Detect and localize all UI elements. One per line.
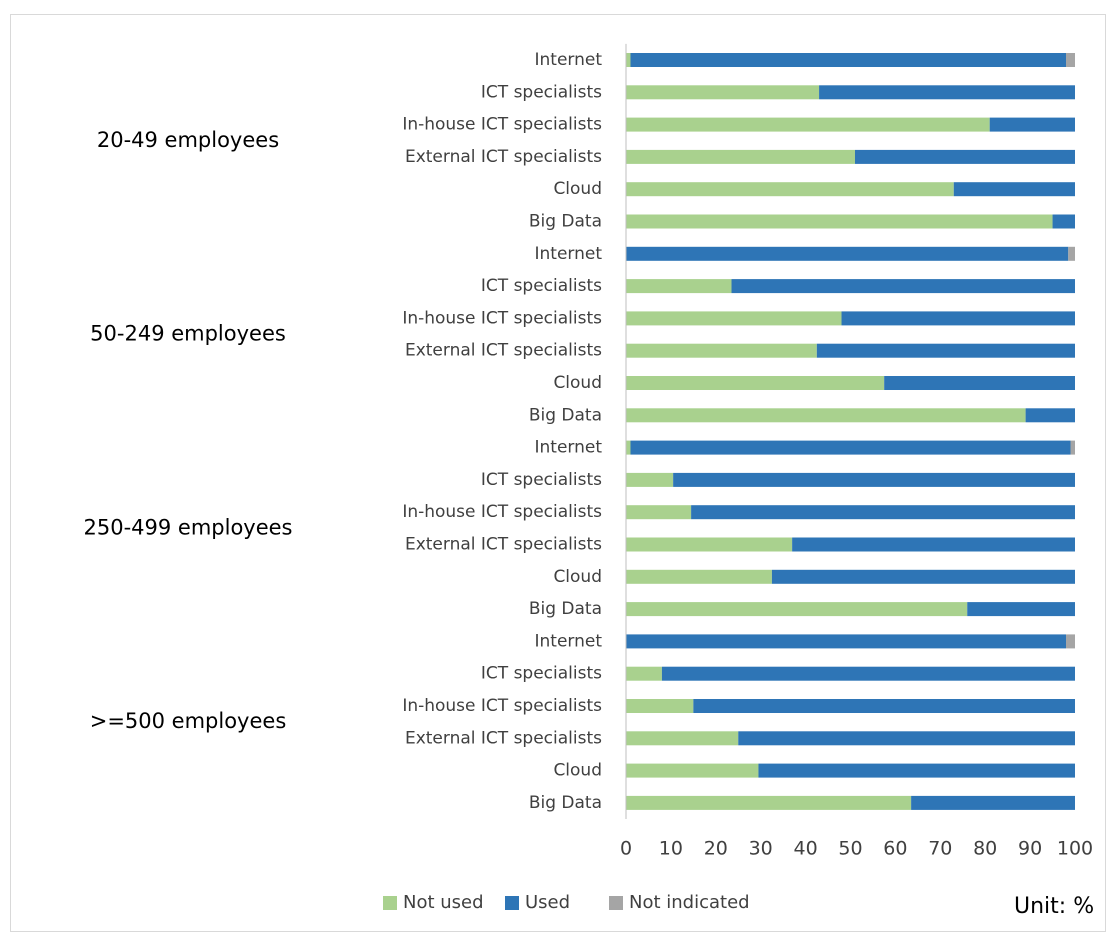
bar-segment-not-indicated [1066, 53, 1075, 67]
category-label: ICT specialists [481, 664, 602, 684]
category-label: In-house ICT specialists [402, 308, 602, 328]
bar-segment-not-used [626, 408, 1026, 423]
category-label: Internet [534, 244, 602, 264]
bar-segment-used [884, 376, 1075, 390]
category-label: Cloud [553, 373, 602, 393]
category-label: In-house ICT specialists [402, 696, 602, 716]
bar-segment-not-used [626, 279, 732, 294]
x-tick-label: 70 [928, 838, 952, 860]
category-label: Cloud [553, 179, 602, 199]
legend-swatch [609, 896, 623, 910]
bar-segment-not-used [626, 731, 739, 746]
legend-swatch [505, 896, 519, 910]
x-tick-label: 10 [659, 838, 683, 860]
x-tick-label: 80 [973, 838, 997, 860]
bar-segment-used [1052, 214, 1075, 229]
category-label: Big Data [529, 212, 602, 232]
bar-segment-not-used [626, 85, 820, 100]
x-tick-label: 20 [704, 838, 728, 860]
unit-label: Unit: % [1014, 894, 1095, 919]
category-label: Cloud [553, 567, 602, 587]
bar-segment-used [819, 85, 1075, 100]
category-label: External ICT specialists [405, 535, 602, 555]
bar-segment-used [911, 795, 1075, 810]
bar-segment-used [630, 440, 1071, 455]
bar-segment-not-used [626, 117, 990, 132]
bar-segment-not-used [626, 472, 674, 487]
bar-segment-used [661, 666, 1075, 681]
group-label: 20-49 employees [97, 128, 279, 152]
category-label: External ICT specialists [405, 147, 602, 167]
bar-segment-used [673, 472, 1075, 487]
bar-segment-not-used [626, 440, 631, 455]
bar-segment-not-used [626, 602, 968, 617]
bar-segment-not-indicated [1070, 440, 1075, 455]
bar-segment-not-used [626, 763, 759, 778]
bar-segment-used [967, 602, 1075, 617]
legend-label: Not indicated [629, 892, 750, 913]
category-label: External ICT specialists [405, 728, 602, 748]
category-label: ICT specialists [481, 82, 602, 102]
bar-segment-used [1025, 408, 1075, 423]
legend-swatch [383, 896, 397, 910]
bar-segment-used [626, 246, 1069, 261]
group-label: 50-249 employees [90, 322, 286, 346]
x-tick-label: 30 [749, 838, 773, 860]
category-label: Internet [534, 50, 602, 70]
bar-segment-not-indicated [1068, 246, 1075, 261]
bar-segment-used [854, 149, 1075, 164]
legend-label: Used [525, 892, 570, 913]
bar-segment-not-used [626, 343, 817, 358]
bar-segment-not-used [626, 505, 692, 520]
group-label: >=500 employees [90, 709, 287, 733]
category-label: ICT specialists [481, 276, 602, 296]
x-tick-label: 0 [620, 838, 632, 860]
bar-segment-not-used [626, 53, 631, 67]
x-tick-label: 100 [1057, 838, 1093, 860]
category-label: Big Data [529, 405, 602, 425]
bar-segment-used [953, 182, 1075, 197]
category-label: Big Data [529, 599, 602, 619]
category-label: In-house ICT specialists [402, 502, 602, 522]
category-label: Cloud [553, 761, 602, 781]
bar-segment-not-used [626, 214, 1053, 229]
bar-segment-not-indicated [1066, 634, 1075, 649]
group-label: 250-499 employees [83, 515, 292, 539]
bar-segment-used [989, 117, 1075, 132]
bar-segment-used [626, 634, 1067, 649]
bar-segment-not-used [626, 699, 694, 713]
bar-segment-not-used [626, 795, 912, 810]
category-label: External ICT specialists [405, 341, 602, 361]
category-label: Internet [534, 438, 602, 458]
bar-segment-not-used [626, 376, 885, 390]
bar-segment-not-used [626, 537, 793, 552]
x-tick-label: 50 [838, 838, 862, 860]
bar-segment-used [771, 569, 1075, 584]
legend-label: Not used [403, 892, 484, 913]
bar-segment-used [841, 311, 1075, 326]
bar-segment-used [816, 343, 1075, 358]
bar-segment-not-used [626, 149, 855, 164]
x-tick-label: 90 [1018, 838, 1042, 860]
bar-segment-used [758, 763, 1075, 778]
bar-segment-not-used [626, 311, 842, 326]
bar-segment-not-used [626, 182, 954, 197]
bar-segment-used [691, 505, 1075, 520]
bar-segment-not-used [626, 666, 662, 681]
bar-segment-used [693, 699, 1075, 713]
category-label: ICT specialists [481, 470, 602, 490]
bar-segment-not-used [626, 569, 772, 584]
bar-segment-used [630, 53, 1067, 67]
x-tick-label: 40 [794, 838, 818, 860]
category-label: Big Data [529, 793, 602, 813]
category-label: Internet [534, 631, 602, 651]
bar-segment-used [792, 537, 1075, 552]
category-label: In-house ICT specialists [402, 115, 602, 135]
x-tick-label: 60 [883, 838, 907, 860]
bar-segment-used [738, 731, 1075, 746]
bar-segment-used [731, 279, 1075, 294]
